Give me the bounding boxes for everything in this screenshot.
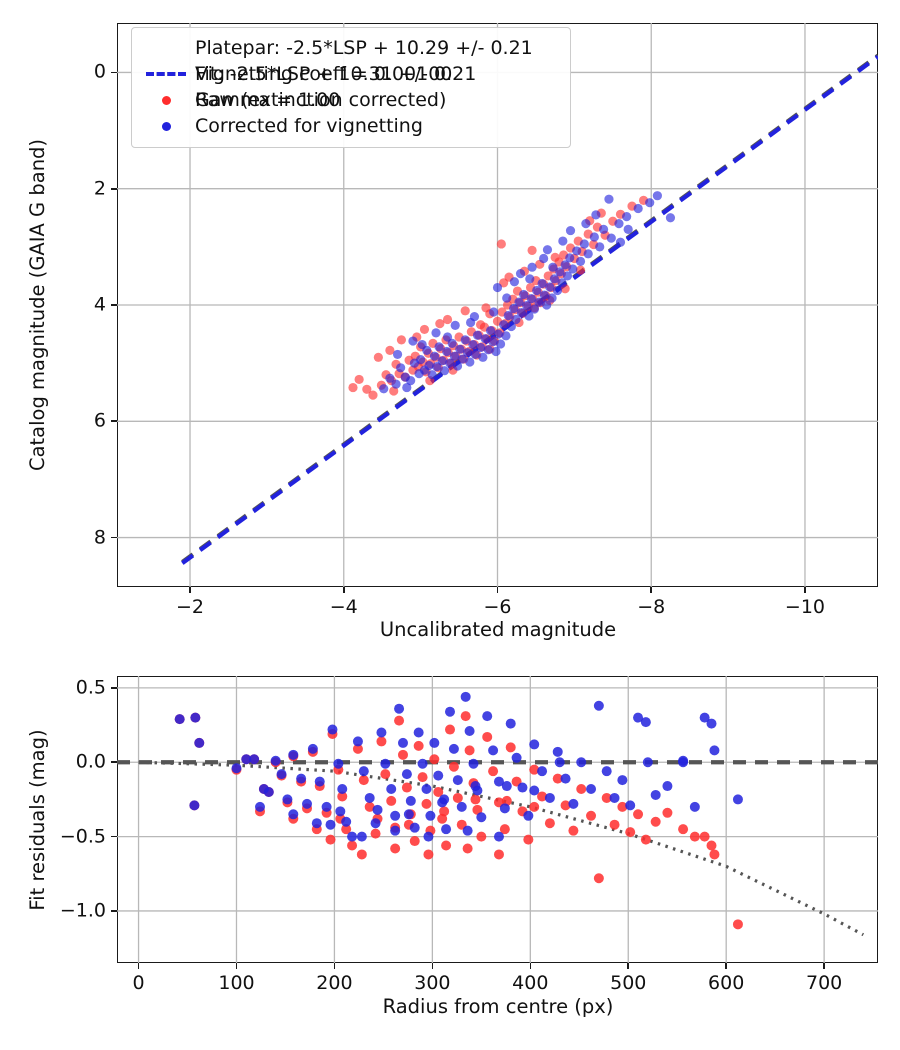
y-tick-label: 4 bbox=[93, 293, 106, 316]
x-tickmark bbox=[627, 963, 630, 969]
x-axis-label-top: Uncalibrated magnitude bbox=[379, 618, 617, 641]
x-tickmark bbox=[431, 963, 434, 969]
x-tickmark bbox=[804, 587, 806, 593]
y-tick-label: 6 bbox=[93, 409, 106, 432]
x-tickmark bbox=[235, 963, 238, 969]
y-tickmark bbox=[111, 761, 117, 764]
x-tick-label: 600 bbox=[708, 972, 745, 994]
legend-entry-corrected: Corrected for vignetting bbox=[143, 113, 559, 139]
y-tickmark bbox=[111, 420, 117, 423]
x-tick-label: 400 bbox=[512, 972, 549, 994]
x-tick-label: 700 bbox=[805, 972, 843, 994]
x-tickmark bbox=[529, 963, 532, 969]
y-tickmark bbox=[111, 71, 117, 74]
x-tick-label: −6 bbox=[483, 596, 512, 618]
x-tickmark bbox=[725, 963, 727, 969]
legend-platepar-line1: Platepar: -2.5*LSP + 10.29 +/- 0.21 bbox=[195, 37, 533, 59]
y-tick-label: 0.0 bbox=[75, 750, 106, 773]
legend-entry-raw: Raw (extinction corrected) bbox=[143, 87, 559, 113]
x-axis-label-bottom: Radius from centre (px) bbox=[382, 995, 614, 1018]
legend-corrected-label: Corrected for vignetting bbox=[195, 114, 423, 137]
y-tick-label: 8 bbox=[93, 526, 106, 549]
legend-platepar-line3: Gamma = 1.00 bbox=[195, 89, 341, 111]
x-tickmark bbox=[342, 587, 345, 593]
dashed-line-blue-icon bbox=[143, 61, 189, 87]
legend-platepar-line2: Vignetting coeff = 0.00100 bbox=[195, 63, 453, 85]
x-tick-label: 500 bbox=[610, 972, 647, 994]
fit-residuals-plot bbox=[117, 676, 878, 963]
y-tickmark bbox=[111, 536, 117, 539]
legend-fit-label: Fit: -2.5*LSP + 10.31 +/- 0.21 bbox=[195, 62, 477, 85]
x-tickmark bbox=[189, 587, 191, 593]
y-tick-label: 0.5 bbox=[75, 676, 106, 699]
x-tick-label: 200 bbox=[316, 972, 353, 994]
x-tickmark bbox=[496, 587, 499, 593]
x-tick-label: −8 bbox=[637, 596, 666, 618]
legend: Platepar: -2.5*LSP + 10.29 +/- 0.21 Vign… bbox=[131, 27, 571, 148]
y-tickmark bbox=[111, 687, 117, 689]
y-tick-label: −0.5 bbox=[59, 825, 106, 848]
x-tickmark bbox=[650, 587, 653, 593]
x-tick-label: 0 bbox=[132, 972, 145, 994]
legend-entry-platepar: Platepar: -2.5*LSP + 10.29 +/- 0.21 Vign… bbox=[143, 35, 559, 111]
x-tick-label: −2 bbox=[176, 596, 205, 618]
y-tickmark bbox=[111, 304, 117, 306]
x-tick-label: 300 bbox=[414, 972, 451, 994]
legend-entry-fit: Fit: -2.5*LSP + 10.31 +/- 0.21 bbox=[143, 61, 559, 87]
legend-raw-label: Raw (extinction corrected) bbox=[195, 88, 447, 111]
y-tickmark bbox=[111, 187, 117, 190]
x-tickmark bbox=[823, 963, 825, 969]
blue-dot-icon bbox=[143, 113, 189, 139]
x-tickmark bbox=[333, 963, 336, 969]
x-tick-label: −4 bbox=[329, 596, 358, 618]
y-tick-label: 0 bbox=[93, 60, 106, 83]
y-tick-label: −1.0 bbox=[59, 899, 106, 922]
x-tickmark bbox=[137, 963, 140, 969]
x-tick-label: 100 bbox=[218, 972, 255, 994]
red-dot-icon bbox=[143, 87, 189, 113]
y-tickmark bbox=[111, 910, 117, 912]
y-tick-label: 2 bbox=[93, 177, 106, 200]
x-tick-label: −10 bbox=[784, 596, 826, 618]
y-axis-label-bottom: Fit residuals (mag) bbox=[26, 729, 49, 911]
y-tickmark bbox=[111, 835, 117, 838]
